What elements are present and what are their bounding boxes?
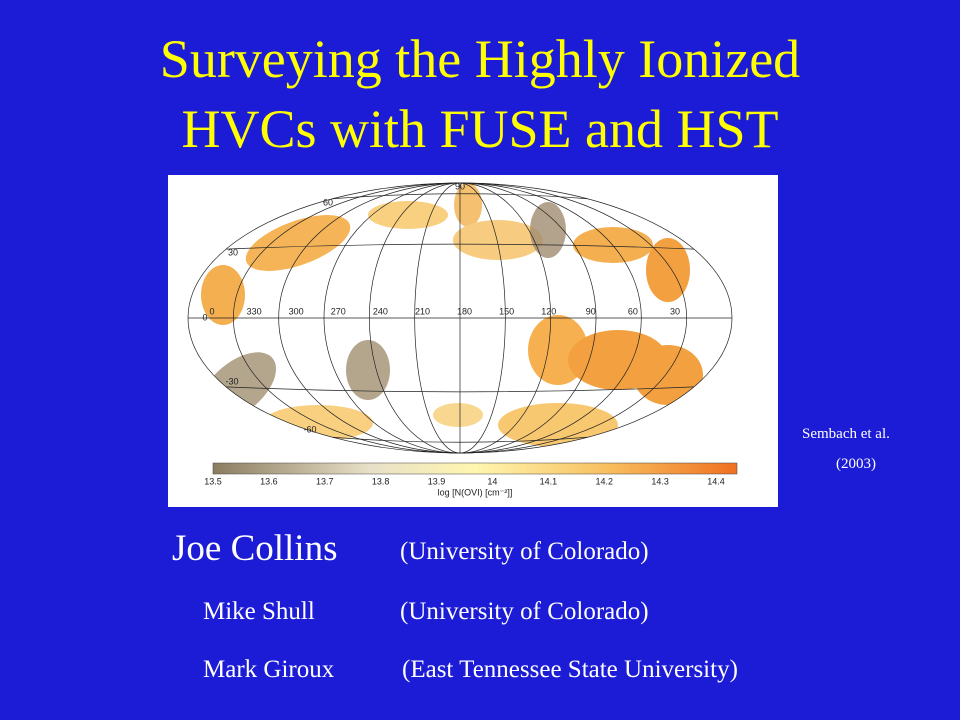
latitude-label: 0: [202, 312, 207, 322]
citation: Sembach et al.: [802, 426, 890, 442]
emission-regions: [199, 183, 703, 447]
longitude-label: 30: [670, 306, 680, 316]
longitude-label: 0: [209, 306, 214, 316]
colorbar-tick-label: 13.9: [428, 476, 446, 486]
latitude-label: -60: [303, 424, 316, 434]
author-affiliation: (East Tennessee State University): [402, 656, 738, 683]
colorbar-tick-label: 13.8: [372, 476, 390, 486]
longitude-label: 180: [457, 306, 472, 316]
longitude-label: 150: [499, 306, 514, 316]
longitude-label: 90: [586, 306, 596, 316]
parallel: [332, 436, 588, 443]
author-name: Joe Collins: [172, 528, 338, 569]
latitude-label: -30: [225, 376, 238, 386]
colorbar-tick-label: 13.5: [204, 476, 222, 486]
longitude-label: 120: [541, 306, 556, 316]
longitude-label: 300: [289, 306, 304, 316]
title-line: HVCs with FUSE and HST: [181, 99, 779, 159]
citation: (2003): [836, 456, 876, 472]
colorbar-tick-label: 14.1: [540, 476, 558, 486]
latitude-label: 60: [323, 197, 333, 207]
latitude-label: 30: [228, 247, 238, 257]
author-name: Mike Shull: [203, 598, 315, 625]
colorbar-label: log [N(OVI) [cm⁻²]]: [438, 487, 513, 497]
parallel: [332, 193, 588, 200]
latitude-label: 90: [455, 181, 465, 191]
graticule: [187, 182, 733, 454]
parallel: [226, 243, 694, 250]
colorbar-tick-label: 14.4: [707, 476, 725, 486]
author-name: Mark Giroux: [203, 656, 335, 683]
colorbar: [212, 462, 738, 475]
longitude-label: 240: [373, 306, 388, 316]
author-affiliation: (University of Colorado): [400, 598, 649, 625]
longitude-label: 210: [415, 306, 430, 316]
colorbar-tick-label: 13.7: [316, 476, 334, 486]
colorbar-tick-label: 13.6: [260, 476, 278, 486]
colorbar-tick-label: 14: [487, 476, 497, 486]
parallel: [226, 386, 694, 393]
title-line: Surveying the Highly Ionized: [159, 29, 801, 89]
longitude-label: 60: [628, 306, 638, 316]
author-affiliation: (University of Colorado): [400, 538, 649, 565]
colorbar-tick-label: 14.3: [651, 476, 669, 486]
colorbar-tick-label: 14.2: [595, 476, 613, 486]
longitude-label: 270: [331, 306, 346, 316]
longitude-label: 330: [247, 306, 262, 316]
